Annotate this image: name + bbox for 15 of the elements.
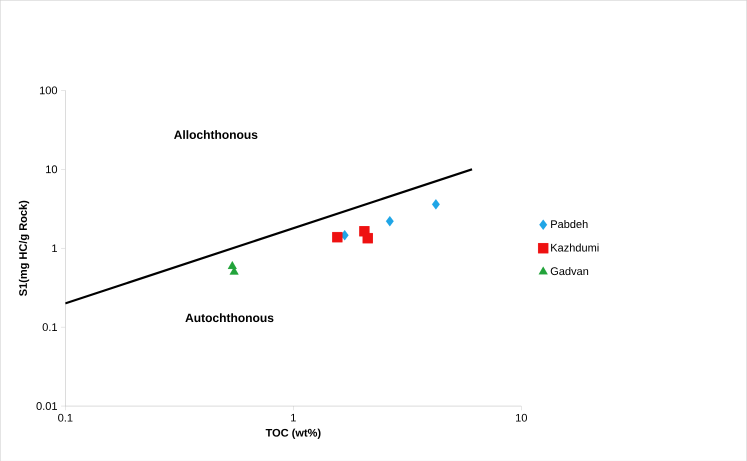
y-tick-label: 1 [52,244,57,252]
y-tick-label: 10 [46,165,58,174]
legend-label: Gadvan [550,266,588,275]
x-axis-title: TOC (wt%) [266,428,321,439]
y-tick-label: 0.1 [42,323,57,331]
legend-label: Kazhdumi [551,243,598,252]
annotation: Autochthonous [185,313,274,322]
x-tick-label: 1 [291,414,296,422]
annotation: Allochthonous [174,130,258,139]
y-axis-title: S1(mg HC/g Rock) [18,200,30,296]
x-tick-label: 10 [516,414,527,422]
y-tick-label: 0.01 [36,402,57,410]
legend-label: Pabdeh [551,220,588,228]
y-tick-label: 100 [40,86,58,94]
x-tick-label: 0.1 [58,414,72,422]
